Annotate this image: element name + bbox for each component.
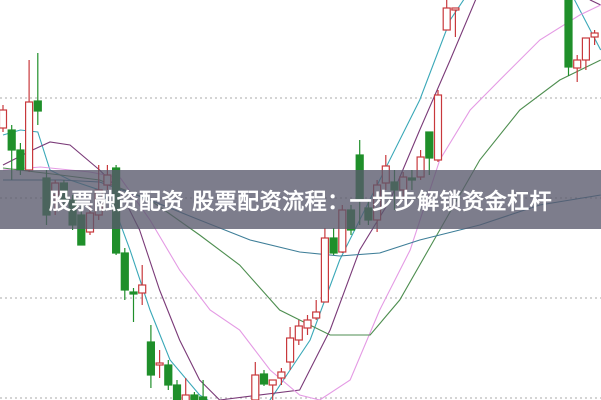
- candle-down: [164, 360, 173, 390]
- candle-body: [251, 374, 260, 400]
- gridlines: [0, 97, 601, 399]
- candle-body: [138, 284, 147, 294]
- candle-body: [425, 131, 434, 159]
- candle-body: [190, 394, 199, 400]
- candle-body: [573, 59, 582, 69]
- candle-up: [312, 300, 321, 320]
- candle-up: [294, 320, 303, 345]
- candle-down: [199, 380, 208, 400]
- candle-down: [33, 53, 42, 125]
- candle-down: [425, 131, 434, 175]
- candle-down: [172, 380, 182, 400]
- candle-body: [590, 32, 599, 38]
- candle-body: [146, 341, 155, 376]
- candle-up: [25, 60, 34, 172]
- candle-body: [329, 237, 338, 254]
- candle-body: [268, 379, 277, 386]
- candle-body: [199, 396, 208, 400]
- candle-body: [320, 237, 329, 303]
- candle-body: [120, 252, 129, 291]
- candle-body: [172, 384, 182, 400]
- candle-down: [146, 325, 155, 388]
- candle-up: [268, 379, 277, 400]
- candle-body: [7, 129, 16, 151]
- title-banner: 股票融资配资 股票配资流程：一步步解锁资金杠杆: [0, 170, 601, 229]
- candle-down: [190, 392, 199, 400]
- candle-up: [433, 90, 443, 162]
- candle-down: [564, 0, 573, 76]
- candle-body: [25, 101, 34, 171]
- candle-body: [259, 373, 269, 385]
- candle-up: [0, 105, 8, 132]
- candle-body: [16, 149, 25, 171]
- candle-down: [259, 370, 269, 386]
- candle-body: [33, 100, 42, 112]
- candle-up: [320, 228, 329, 303]
- candle-up: [155, 350, 164, 378]
- candle-body: [277, 371, 286, 379]
- candle-body: [181, 394, 190, 400]
- candle-up: [581, 37, 591, 70]
- candle-body: [286, 337, 295, 363]
- candle-body: [155, 362, 164, 366]
- candle-up: [442, 0, 451, 31]
- candle-body: [0, 109, 8, 129]
- candle-up: [138, 265, 147, 305]
- candle-body: [433, 94, 443, 161]
- candle-up: [181, 378, 190, 400]
- candle-down: [129, 288, 138, 322]
- candle-body: [129, 291, 138, 295]
- candle-body: [303, 319, 312, 329]
- candle-down: [120, 248, 129, 300]
- candle-up: [451, 7, 460, 37]
- candle-up: [286, 327, 295, 370]
- candle-up: [573, 55, 582, 82]
- candle-down: [329, 228, 338, 255]
- candle-body: [294, 325, 303, 341]
- candle-body: [581, 37, 591, 61]
- candle-body: [442, 7, 451, 31]
- candle-body: [312, 311, 321, 319]
- candle-up: [251, 362, 260, 400]
- candle-up: [590, 30, 599, 45]
- candle-body: [564, 0, 573, 68]
- candle-body: [164, 364, 173, 386]
- candle-up: [277, 368, 286, 385]
- candle-body: [451, 7, 460, 11]
- chart-title: 股票融资配资 股票配资流程：一步步解锁资金杠杆: [48, 189, 553, 215]
- candle-up: [303, 315, 312, 335]
